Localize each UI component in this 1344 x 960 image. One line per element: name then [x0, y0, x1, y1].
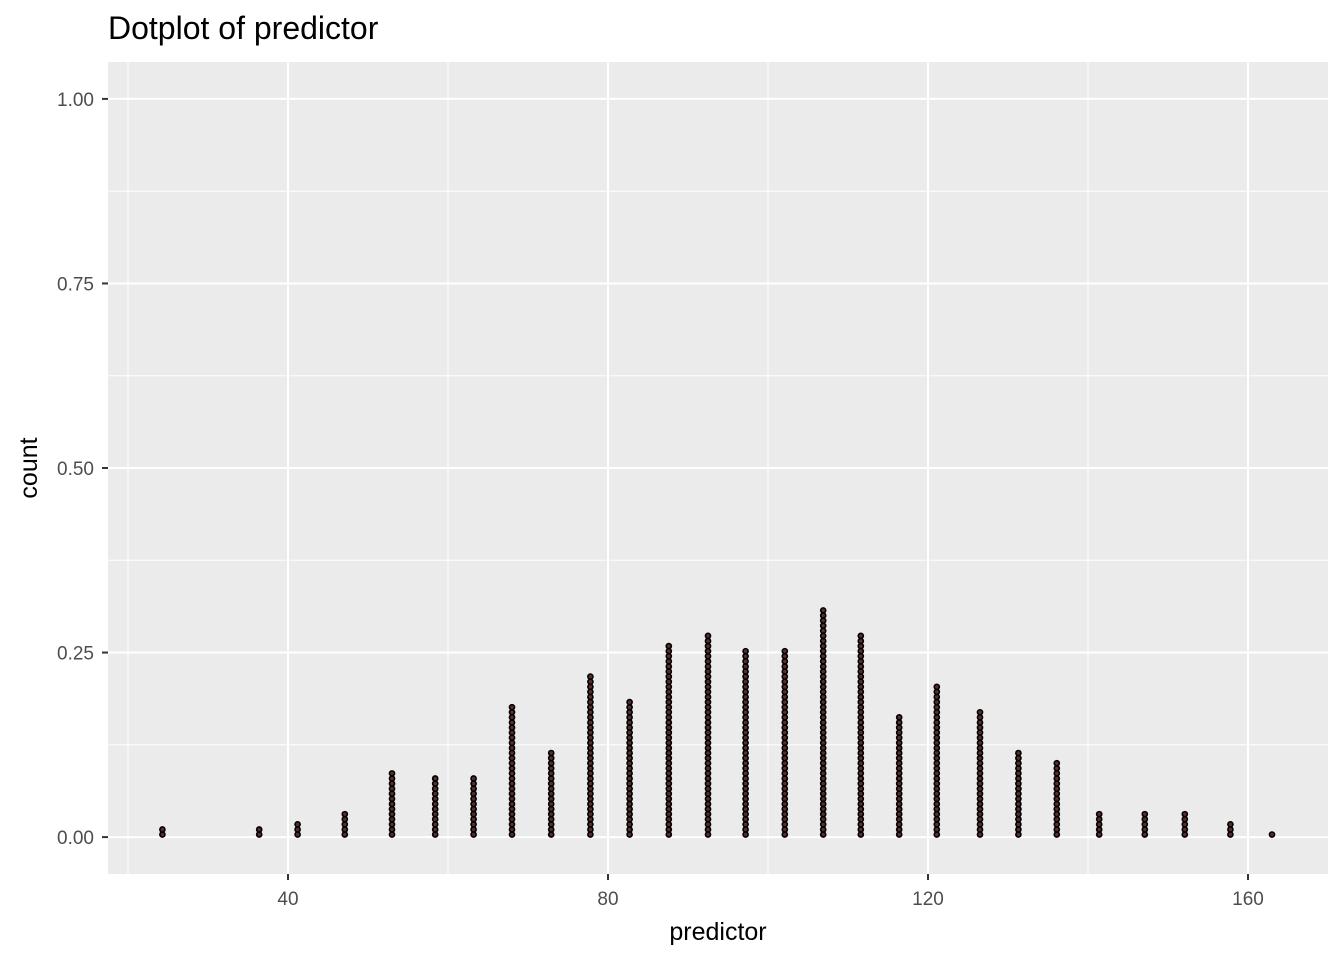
dot — [1268, 831, 1276, 838]
dot-stack — [626, 698, 633, 838]
dot-stack — [159, 826, 166, 838]
dot — [1181, 810, 1189, 818]
dot — [819, 607, 827, 614]
dot — [742, 647, 749, 655]
dot — [933, 683, 941, 691]
dot — [547, 749, 555, 757]
dot — [388, 770, 396, 777]
dot-stack — [1095, 810, 1103, 838]
dot-stack — [388, 770, 396, 838]
dot-stack — [1141, 810, 1149, 838]
dot-stack — [742, 647, 749, 838]
y-tick-label: 0.00 — [57, 828, 94, 849]
dot — [857, 632, 865, 640]
dot-stack — [1053, 759, 1061, 838]
dot — [976, 708, 984, 716]
dot — [294, 821, 301, 828]
dot-stack — [665, 642, 673, 838]
x-axis-ticks: 40 80 120 160 — [277, 874, 1264, 910]
dot-stack — [895, 714, 903, 838]
y-tick-label: 1.00 — [57, 90, 94, 111]
dot-stack — [1015, 749, 1022, 838]
dot — [341, 810, 349, 818]
dot-stack — [976, 708, 984, 838]
dot — [1227, 821, 1234, 828]
dot-stack — [255, 826, 263, 838]
dot — [159, 826, 166, 833]
dot-stacks — [159, 607, 1276, 838]
dot — [508, 703, 516, 711]
dot-stack — [294, 821, 301, 838]
dot-stack — [1268, 831, 1276, 838]
dot — [1095, 810, 1103, 818]
dot — [665, 642, 673, 650]
dot — [470, 775, 477, 782]
x-axis-title: predictor — [669, 918, 766, 946]
dot — [1015, 749, 1022, 757]
dot-stack — [781, 647, 789, 838]
dot-stack — [933, 683, 941, 838]
dot-stack — [587, 673, 594, 838]
y-tick-label: 0.25 — [57, 644, 94, 665]
dot — [1053, 759, 1061, 767]
dot — [626, 698, 633, 706]
y-axis-title: count — [15, 437, 43, 498]
dot — [895, 714, 903, 721]
dot-stack — [508, 703, 516, 838]
x-tick-label: 80 — [597, 889, 618, 910]
x-tick-label: 160 — [1232, 889, 1264, 910]
dot-stack — [704, 632, 712, 838]
y-tick-label: 0.75 — [57, 274, 94, 295]
dot-stack — [1181, 810, 1189, 838]
chart-title: Dotplot of predictor — [108, 10, 379, 46]
dot-stack — [819, 607, 827, 838]
dot-stack — [1227, 821, 1234, 838]
dot-stack — [857, 632, 865, 838]
dot — [781, 647, 789, 655]
dot — [255, 826, 263, 833]
dot — [587, 673, 594, 680]
major-gridlines — [108, 62, 1328, 874]
y-tick-label: 0.50 — [57, 459, 94, 480]
dot-stack — [431, 775, 439, 838]
x-tick-label: 120 — [912, 889, 944, 910]
dot-stack — [341, 810, 349, 838]
dot-stack — [470, 775, 477, 838]
dot — [431, 775, 439, 782]
dot-stack — [547, 749, 555, 838]
x-tick-label: 40 — [277, 889, 298, 910]
y-axis-ticks: 0.00 0.25 0.50 0.75 1.00 — [57, 90, 108, 849]
dot — [1141, 810, 1149, 818]
dot — [704, 632, 712, 640]
